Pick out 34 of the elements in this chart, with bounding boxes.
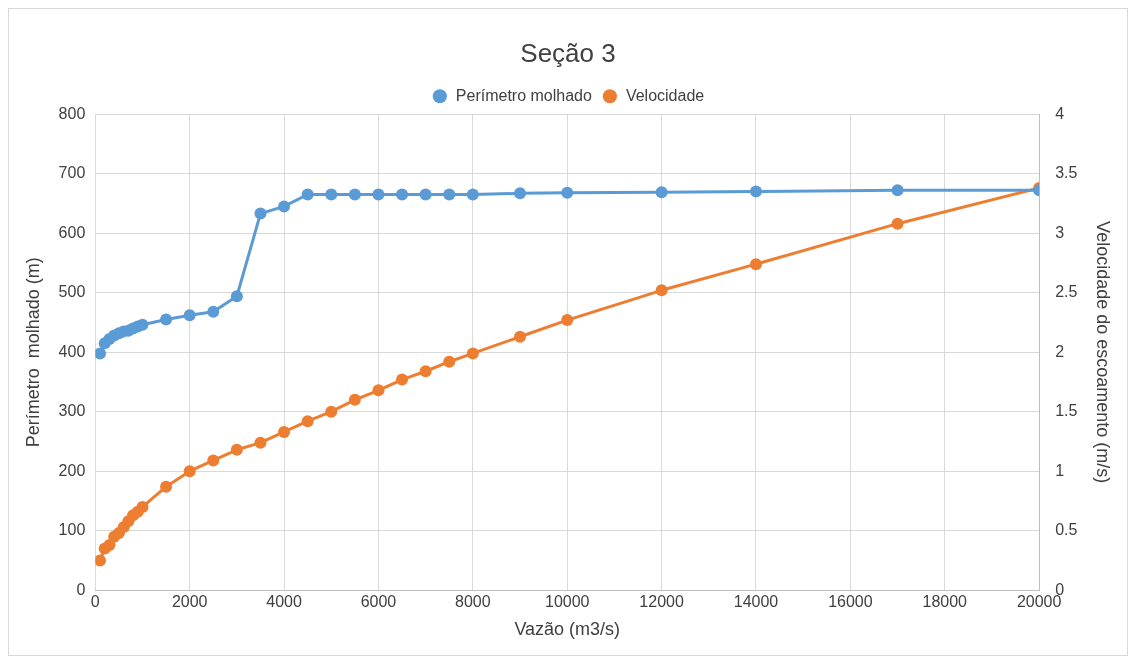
x-tick-label: 14000 — [733, 593, 779, 611]
y2-tick-label: 0.5 — [1055, 521, 1078, 539]
y-tick-label: 400 — [58, 342, 86, 360]
y2-tick-label: 2 — [1055, 342, 1065, 360]
y-tick-label: 600 — [58, 223, 86, 241]
y-tick-label: 200 — [58, 461, 86, 479]
y-tick-label: 800 — [58, 104, 86, 122]
x-tick-label: 10000 — [544, 593, 590, 611]
chart-title: Seção 3 — [520, 37, 616, 68]
y2-tick-label: 1 — [1055, 461, 1065, 479]
y-tick-label: 100 — [58, 521, 86, 539]
legend-label: Velocidade — [625, 86, 705, 104]
y-tick-label: 700 — [58, 164, 86, 182]
y2-axis-title: Velocidade do escoamento (m/s) — [1093, 221, 1114, 484]
y-tick-label: 500 — [58, 283, 86, 301]
x-tick-label: 6000 — [360, 593, 397, 611]
x-tick-label: 18000 — [922, 593, 968, 611]
x-tick-label: 4000 — [266, 593, 302, 611]
x-axis-title: Vazão (m3/s) — [514, 619, 621, 640]
x-tick-label: 16000 — [828, 593, 873, 611]
y-axis-title: Perímetro molhado (m) — [22, 257, 43, 448]
y2-tick-label: 3 — [1055, 223, 1065, 241]
y2-tick-label: 2.5 — [1055, 283, 1078, 301]
legend-label: Perímetro molhado — [455, 86, 592, 104]
y2-tick-label: 3.5 — [1055, 164, 1078, 182]
y-tick-label: 0 — [76, 580, 86, 598]
y-tick-label: 300 — [58, 402, 86, 420]
x-tick-label: 12000 — [639, 593, 684, 611]
x-tick-label: 0 — [90, 593, 100, 611]
x-tick-label: 20000 — [1016, 593, 1062, 611]
y2-tick-label: 1.5 — [1055, 402, 1078, 420]
y2-tick-label: 4 — [1055, 104, 1065, 122]
x-tick-label: 8000 — [455, 593, 491, 611]
x-tick-label: 2000 — [171, 593, 208, 611]
